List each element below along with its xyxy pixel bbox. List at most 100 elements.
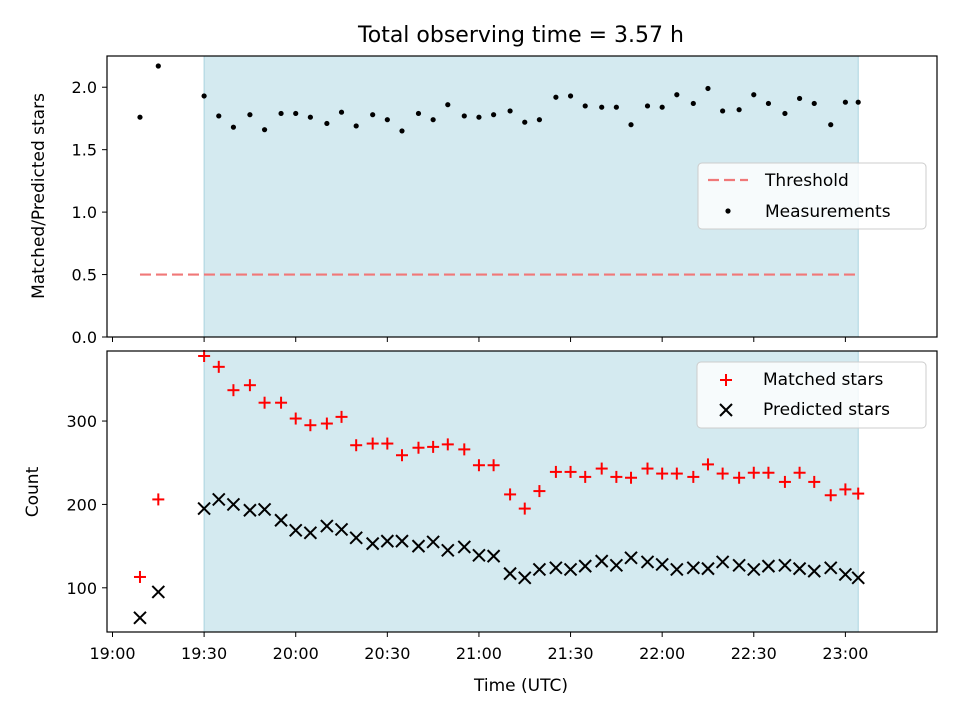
top-plot-panel: 0.00.51.01.52.0 Matched/Predicted stars …: [29, 55, 938, 347]
matched-star-point: [458, 443, 471, 456]
matched-star-point: [304, 419, 317, 432]
predicted-star-point: [732, 558, 746, 573]
x-tick-label: 21:00: [456, 644, 502, 663]
measurement-point: [644, 103, 651, 109]
measurement-point: [461, 113, 467, 119]
predicted-star-point: [594, 554, 609, 568]
predicted-star-point: [320, 519, 334, 533]
matched-star-point: [839, 483, 852, 496]
matched-star-point: [212, 360, 225, 373]
measurement-point: [491, 112, 497, 118]
predicted-star-point: [212, 492, 226, 507]
predicted-star-point: [349, 531, 363, 545]
measurement-point: [507, 108, 513, 114]
predicted-star-point: [701, 561, 715, 576]
x-tick-label: 22:00: [639, 644, 685, 663]
bottom-legend: Matched stars Predicted stars: [696, 361, 927, 429]
predicted-star-point: [578, 559, 592, 573]
predicted-star-point: [609, 558, 624, 573]
top-chart-title: Total observing time = 3.57 h: [357, 23, 684, 48]
matched-star-point: [778, 475, 791, 488]
measurement-point: [278, 110, 284, 117]
predicted-star-point: [655, 557, 669, 572]
measurement-point: [293, 110, 299, 117]
predicted-star-point: [851, 571, 865, 585]
measurement-point: [216, 113, 222, 119]
measurement-point: [751, 92, 757, 98]
x-tick-label: 20:00: [273, 644, 319, 663]
top-y-axis-label: Matched/Predicted stars: [29, 93, 49, 299]
predicted-star-point: [334, 522, 349, 537]
top-legend: Threshold Measurements: [697, 162, 927, 230]
measurement-point: [399, 128, 405, 134]
predicted-star-point: [151, 585, 166, 599]
predicted-star-point: [747, 562, 761, 577]
matched-star-point: [716, 467, 729, 480]
predicted-star-point: [395, 534, 409, 548]
legend-matched-swatch: [720, 374, 732, 386]
legend-threshold-label: Threshold: [764, 171, 849, 191]
predicted-star-point: [226, 497, 241, 512]
matched-star-point: [793, 466, 806, 479]
predicted-star-point: [441, 543, 455, 557]
matched-star-point: [656, 467, 669, 480]
predicted-star-point: [778, 558, 792, 573]
measurement-point: [370, 112, 376, 118]
matched-star-point: [366, 437, 379, 450]
matched-star-point: [549, 465, 562, 478]
matched-star-point: [243, 379, 256, 392]
legend-measurement-swatch: [725, 208, 731, 214]
matched-star-point: [427, 440, 440, 453]
y-tick-label: 1.0: [72, 203, 97, 222]
predicted-star-point: [640, 555, 655, 569]
matched-star-point: [824, 489, 837, 502]
predicted-star-point: [532, 562, 547, 577]
measurement-point: [338, 109, 345, 115]
matched-star-point: [289, 412, 302, 425]
measurement-point: [155, 63, 161, 69]
matched-star-point: [579, 470, 592, 483]
predicted-star-point: [563, 562, 578, 577]
y-tick-label: 0.5: [72, 266, 97, 285]
matched-star-point: [320, 417, 333, 430]
matched-star-point: [275, 396, 288, 409]
bottom-plot-panel: 100 200 300 19:00 19:30 20:00 20:30 21:00 21:30…: [23, 350, 938, 696]
matched-star-point: [350, 439, 363, 452]
predicted-star-point: [472, 548, 486, 562]
matched-star-point: [198, 350, 211, 363]
matched-star-point: [733, 471, 746, 484]
predicted-star-point: [303, 526, 318, 540]
x-tick-label: 23:00: [822, 644, 868, 663]
predicted-star-point: [792, 561, 807, 576]
legend-predicted-swatch: [719, 403, 733, 417]
measurement-point: [201, 93, 207, 99]
bottom-y-axis-label: Count: [23, 466, 43, 517]
y-tick-label: 1.5: [72, 141, 97, 160]
measurement-point: [842, 99, 848, 105]
matched-star-point: [625, 471, 638, 484]
measurement-point: [261, 127, 268, 133]
predicted-star-point: [426, 535, 440, 549]
measurement-point: [522, 119, 528, 125]
x-tick-label: 20:30: [364, 644, 410, 663]
measurement-point: [828, 122, 834, 128]
y-tick-label: 2.0: [72, 78, 97, 97]
measurement-point: [705, 85, 711, 92]
predicted-star-point: [838, 567, 853, 582]
measurement-point: [628, 122, 634, 128]
bottom-x-axis-ticks: 19:00 19:30 20:00 20:30 21:00 21:30 22:00 22:30…: [89, 632, 868, 663]
matched-star-point: [701, 458, 714, 471]
measurement-points: [137, 63, 861, 134]
measurement-point: [811, 100, 817, 107]
measurement-point: [599, 104, 605, 110]
predicted-star-point: [380, 534, 395, 548]
predicted-star-point: [503, 566, 517, 581]
measurement-point: [796, 95, 803, 102]
predicted-star-point: [133, 611, 147, 625]
predicted-star-point: [457, 540, 471, 554]
x-tick-label: 21:30: [547, 644, 593, 663]
measurement-point: [720, 108, 726, 114]
measurement-point: [736, 107, 742, 113]
measurement-point: [855, 99, 861, 105]
